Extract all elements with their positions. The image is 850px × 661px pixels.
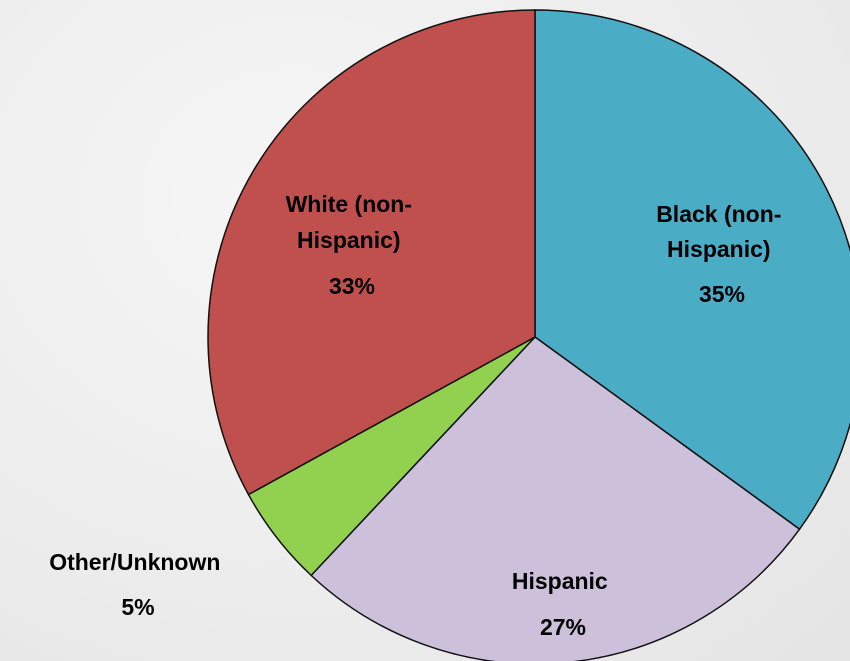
- slice-label-hispanic: Hispanic 27%: [512, 568, 614, 640]
- slice-percent-black: 35%: [699, 281, 745, 307]
- slice-label-other-line-1: Other/Unknown: [49, 549, 220, 575]
- slice-label-white-line-2: Hispanic): [297, 227, 401, 253]
- pie-slice-white: [207, 9, 536, 496]
- slice-label-white: White (non- Hispanic) 33%: [286, 191, 419, 299]
- slice-label-black: Black (non- Hispanic) 35%: [656, 201, 788, 307]
- pie-slice-hispanic: [310, 336, 801, 661]
- svg-text:Hispanic 27%: Hispanic 27%: [512, 568, 614, 640]
- slice-percent-white: 33%: [329, 273, 375, 299]
- slice-label-hispanic-line-1: Hispanic: [512, 568, 608, 594]
- svg-text:White (non- Hispanic): White (non- Hispanic) 33%: [286, 191, 419, 299]
- pie-slices: [207, 9, 850, 661]
- slice-percent-other: 5%: [121, 594, 154, 620]
- slice-percent-hispanic: 27%: [540, 614, 586, 640]
- slice-label-other: Other/Unknown 5%: [49, 549, 227, 620]
- slice-label-black-line-1: Black (non-: [656, 201, 781, 227]
- svg-text:Other/Unknown 5%: Other/Unknown 5%: [49, 549, 227, 620]
- slice-label-white-line-1: White (non-: [286, 191, 412, 217]
- pie-slice-black: [534, 9, 850, 531]
- slice-label-black-line-2: Hispanic): [667, 236, 771, 262]
- svg-text:Black (non- Hispanic): Black (non- Hispanic) 35%: [656, 201, 788, 307]
